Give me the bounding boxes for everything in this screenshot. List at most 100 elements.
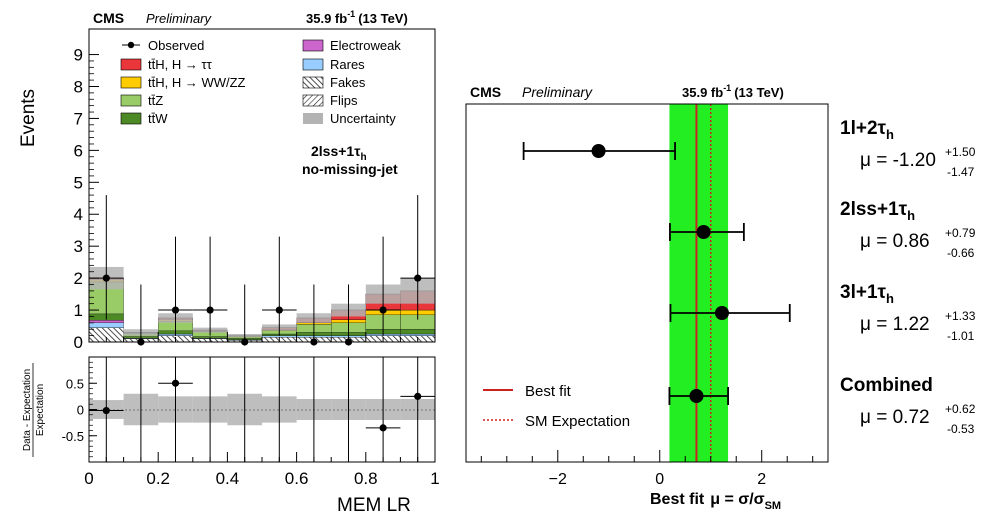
channel-mu-value-3: μ = 0.72 xyxy=(860,407,930,428)
ratio-point-bin-9 xyxy=(414,392,422,400)
category-label-line1: 2lss+1τh xyxy=(311,143,367,163)
main-x-axis-ticks xyxy=(88,332,436,342)
legend-swatch-ttZ xyxy=(120,94,142,107)
left-legend: Observed tt̄H, H → ττ tt̄H, H → WW/ZZ tt… xyxy=(120,38,401,126)
legend-swatch-ttW xyxy=(120,112,142,125)
x-tick-label-2: 0.4 xyxy=(216,469,240,488)
y-tick-label-6: 6 xyxy=(74,141,83,160)
combined-band xyxy=(669,104,729,462)
right-cms-label: CMS xyxy=(470,84,501,100)
left-lumi-label: 35.9 fb-1 (13 TeV) xyxy=(306,9,408,26)
ratio-x-axis: 0 0.2 0.4 0.6 0.8 1 xyxy=(84,452,440,488)
channel-mu-down-3: -0.53 xyxy=(947,422,975,436)
y-tick-label-0: 0 xyxy=(74,333,83,352)
ratio-ylabel-denominator: Expectation xyxy=(35,384,46,436)
legend-observed: Observed xyxy=(148,38,204,53)
y-tick-label-1: 1 xyxy=(74,301,83,320)
bar-rares-bin-0 xyxy=(88,322,124,328)
channel-labels: 1l+2τh μ = -1.20 +1.50 -1.47 2lss+1τh μ = 0.8… xyxy=(840,118,976,436)
ratio-ylabel-numerator: Data - Expectation xyxy=(22,369,33,451)
left-cms-label: CMS xyxy=(93,10,124,26)
legend-swatch-ttH-tautau xyxy=(120,58,142,71)
legend-swatch-ttH-wwzz xyxy=(120,76,142,89)
right-signal-strength-panel: CMS Preliminary 35.9 fb-1 (13 TeV) −2 0 2 B… xyxy=(465,83,976,512)
ratio-y-tick-label--0.5: -0.5 xyxy=(62,429,84,444)
observed-points xyxy=(89,195,435,346)
channel-mu-value-0: μ = -1.20 xyxy=(860,150,936,171)
channel-name-2: 3l+1τh xyxy=(840,282,894,306)
y-tick-label-8: 8 xyxy=(74,77,83,96)
legend-swatch-fakes xyxy=(302,76,324,89)
x-axis-label-mem-lr: MEM LR xyxy=(337,495,411,516)
legend-swatch-uncertainty xyxy=(303,113,323,124)
legend-electroweak: Electroweak xyxy=(330,38,401,53)
category-label-line2: no-missing-jet xyxy=(302,161,398,177)
combined-uncertainty-band xyxy=(669,104,729,462)
right-lumi-label: 35.9 fb-1 (13 TeV) xyxy=(682,83,784,100)
channel-name-0: 1l+2τh xyxy=(840,118,894,142)
signal-strength-points xyxy=(522,142,791,405)
mu-point-1 xyxy=(696,225,711,239)
y-tick-label-4: 4 xyxy=(74,205,83,224)
channel-name-3: Combined xyxy=(840,375,933,396)
y-tick-label-9: 9 xyxy=(74,46,83,65)
bar-ttW-bin-9 xyxy=(400,329,436,335)
y-tick-label-5: 5 xyxy=(74,173,83,192)
right-preliminary-label: Preliminary xyxy=(522,84,593,100)
legend-uncertainty: Uncertainty xyxy=(330,111,396,126)
y-tick-label-3: 3 xyxy=(74,237,83,256)
y-tick-label-2: 2 xyxy=(74,269,83,288)
ratio-points xyxy=(89,357,435,462)
legend-ttZ: tt̄Z xyxy=(148,93,163,108)
right-x-tick-label-2: 2 xyxy=(757,471,766,488)
legend-flips: Flips xyxy=(330,93,358,108)
observed-point-bin-8 xyxy=(379,306,387,314)
right-x-axis-label: Best fit μ = σ/σSM xyxy=(650,491,781,512)
bar-rares-bin-5 xyxy=(261,335,297,338)
mu-point-0 xyxy=(591,144,606,158)
channel-mu-value-2: μ = 1.22 xyxy=(860,314,930,335)
channel-mu-down-0: -1.47 xyxy=(947,165,975,179)
bar-electroweak-bin-0 xyxy=(88,320,124,323)
x-tick-label-4: 0.8 xyxy=(354,469,378,488)
x-tick-label-1: 0.2 xyxy=(146,469,170,488)
ratio-point-bin-8 xyxy=(379,424,387,432)
x-tick-label-5: 1 xyxy=(430,469,439,488)
legend-ttH-tautau: tt̄H, H → ττ xyxy=(148,57,213,72)
observed-point-bin-3 xyxy=(206,306,214,314)
channel-mu-up-2: +1.33 xyxy=(945,309,976,323)
y-tick-label-7: 7 xyxy=(74,109,83,128)
channel-mu-down-1: -0.66 xyxy=(947,246,975,260)
legend-rares: Rares xyxy=(330,57,365,72)
mu-point-2 xyxy=(714,306,729,320)
left-preliminary-label: Preliminary xyxy=(146,11,213,26)
bar-rares-bin-9 xyxy=(400,333,436,336)
observed-point-bin-0 xyxy=(102,274,110,282)
x-tick-label-0: 0 xyxy=(84,469,93,488)
channel-name-1: 2lss+1τh xyxy=(840,199,915,223)
legend-ttH-wwzz: tt̄H, H → WW/ZZ xyxy=(148,75,246,90)
ratio-y-tick-label-0.5: 0.5 xyxy=(66,376,84,391)
right-x-tick-label-0: −2 xyxy=(549,471,567,488)
legend-fakes: Fakes xyxy=(330,75,366,90)
x-tick-label-3: 0.6 xyxy=(285,469,309,488)
mu-point-3 xyxy=(689,389,704,403)
channel-mu-up-0: +1.50 xyxy=(945,145,976,159)
legend-ttW: tt̄W xyxy=(148,111,168,126)
observed-point-bin-5 xyxy=(275,306,283,314)
ratio-y-axis-label: Data - Expectation Expectation xyxy=(22,363,46,457)
right-x-axis: −2 0 2 xyxy=(480,450,814,488)
legend-bestfit: Best fit xyxy=(525,383,572,400)
right-plot-frame xyxy=(465,103,829,463)
left-distribution-panel: CMS Preliminary 35.9 fb-1 (13 TeV) Events… xyxy=(18,9,440,516)
channel-mu-down-2: -1.01 xyxy=(947,329,975,343)
ratio-y-axis: -0.5 0 0.5 xyxy=(62,361,97,458)
channel-mu-up-3: +0.62 xyxy=(945,402,976,416)
legend-sm-expectation: SM Expectation xyxy=(525,413,630,430)
ratio-y-tick-label-0: 0 xyxy=(77,403,84,418)
main-y-axis: 0 1 2 3 4 5 6 7 8 9 xyxy=(74,46,99,352)
legend-swatch-flips xyxy=(302,94,324,107)
right-x-tick-label-1: 0 xyxy=(655,471,664,488)
observed-point-bin-2 xyxy=(171,306,180,314)
